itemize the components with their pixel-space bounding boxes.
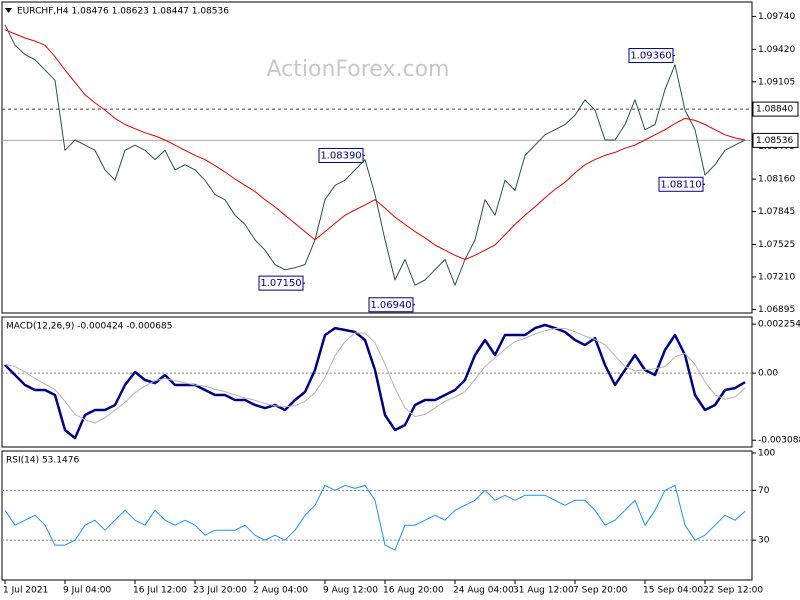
y-tick-label: 1.09420 xyxy=(758,45,795,55)
x-tick-label: 15 Sep 04:00 xyxy=(643,586,703,596)
y-tick-label: 1.06895 xyxy=(758,305,795,315)
y-tick-label: 100 xyxy=(758,448,775,458)
series-line xyxy=(4,29,746,260)
annotation-label: 1.08390 xyxy=(320,150,361,161)
y-tick-label: 1.07210 xyxy=(758,272,795,282)
x-tick-label: 7 Sep 20:00 xyxy=(573,586,628,596)
y-tick-label: 1.07525 xyxy=(758,240,795,250)
series-line xyxy=(4,24,746,286)
x-tick-label: 31 Aug 12:00 xyxy=(513,586,574,596)
y-tick-label: 30 xyxy=(758,536,770,546)
x-tick-label: 24 Aug 04:00 xyxy=(453,586,514,596)
y-tick-label: 1.09105 xyxy=(758,77,795,87)
x-tick-label: 23 Jul 20:00 xyxy=(193,586,247,596)
panel-frame xyxy=(1,1,753,314)
annotation-label: 1.07150 xyxy=(260,278,301,289)
panel-title: MACD(12,26,9) -0.000424 -0.000685 xyxy=(6,322,172,332)
watermark: ActionForex.com xyxy=(267,57,450,82)
x-tick-label: 2 Aug 04:00 xyxy=(253,586,308,596)
series-line xyxy=(4,484,746,551)
annotation-label: 1.06940 xyxy=(370,300,411,311)
level-label: 1.08536 xyxy=(756,136,793,146)
x-tick-label: 9 Aug 12:00 xyxy=(323,586,378,596)
y-tick-label: 1.09740 xyxy=(758,12,795,22)
y-tick-label: 0.002254 xyxy=(758,320,800,330)
panel-title: RSI(14) 53.1476 xyxy=(6,456,79,466)
panel-frame xyxy=(1,450,753,581)
level-label-box xyxy=(752,101,799,117)
y-tick-label: 1.07845 xyxy=(758,207,795,217)
level-label: 1.08840 xyxy=(756,105,793,115)
x-tick-label: 1 Jul 2021 xyxy=(3,586,48,596)
panel-title: EURCHF,H4 1.08476 1.08623 1.08447 1.0853… xyxy=(17,7,229,17)
y-tick-label: 1.08160 xyxy=(758,175,795,185)
menu-icon xyxy=(5,8,12,13)
series-line xyxy=(4,323,746,440)
x-tick-label: 16 Jul 12:00 xyxy=(133,586,187,596)
series-line xyxy=(4,328,746,424)
annotation-label: 1.08110 xyxy=(660,179,701,190)
x-tick-label: 9 Jul 04:00 xyxy=(63,586,112,596)
annotation-label: 1.09360 xyxy=(630,51,671,62)
y-tick-label: 70 xyxy=(758,486,770,496)
x-tick-label: 16 Aug 20:00 xyxy=(383,586,444,596)
y-tick-label: -0.003088 xyxy=(758,436,800,446)
y-tick-label: 0.00 xyxy=(758,369,778,379)
level-label-box xyxy=(752,132,799,148)
x-tick-label: 22 Sep 12:00 xyxy=(703,586,763,596)
